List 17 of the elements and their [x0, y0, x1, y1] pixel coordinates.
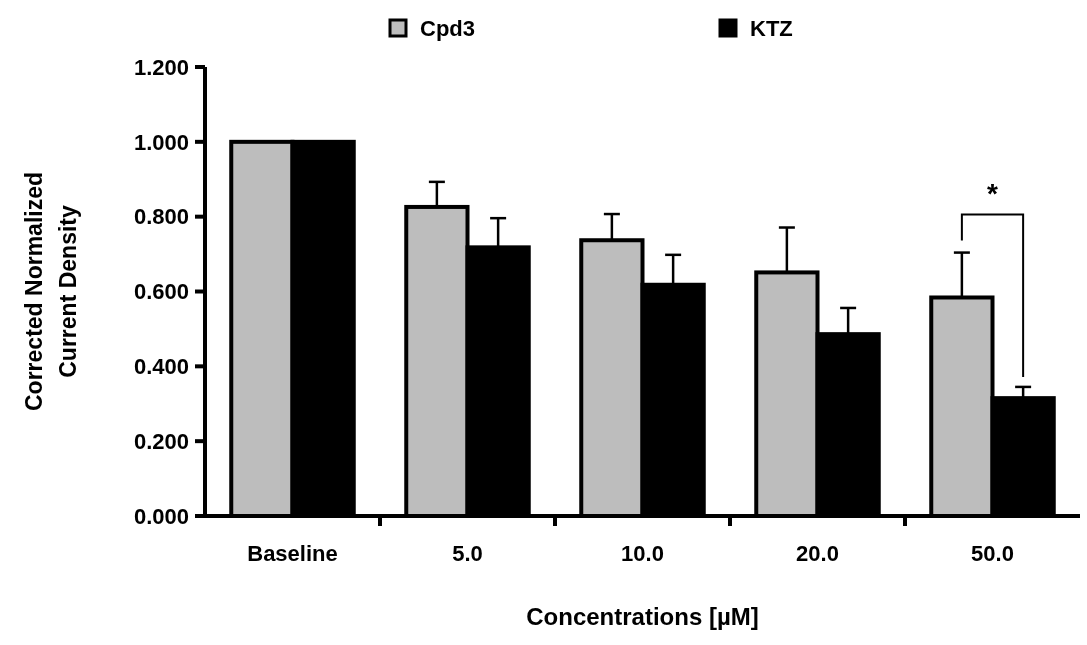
- y-tick-label: 1.000: [133, 129, 189, 155]
- legend-label: KTZ: [750, 15, 793, 41]
- y-tick-label: 1.200: [133, 54, 189, 80]
- legend-label: Cpd3: [420, 15, 475, 41]
- y-axis-title: Corrected Normalized Current Density: [21, 171, 81, 412]
- y-tick-label: 0.600: [133, 279, 189, 305]
- x-tick-label: 20.0: [796, 541, 839, 566]
- annotation: *: [987, 177, 999, 209]
- y-tick-label: 0.800: [133, 204, 189, 230]
- x-tick-label: 10.0: [621, 541, 664, 566]
- y-tick-label: 0.200: [133, 428, 189, 454]
- y-tick-label: 0.400: [133, 354, 189, 380]
- x-tick-label: Baseline: [247, 541, 338, 566]
- x-tick-label: 50.0: [971, 541, 1014, 566]
- x-tick-label: 5.0: [452, 541, 483, 566]
- x-axis-title: Concentrations [µM]: [526, 603, 759, 630]
- y-tick-label: 0.000: [133, 503, 189, 529]
